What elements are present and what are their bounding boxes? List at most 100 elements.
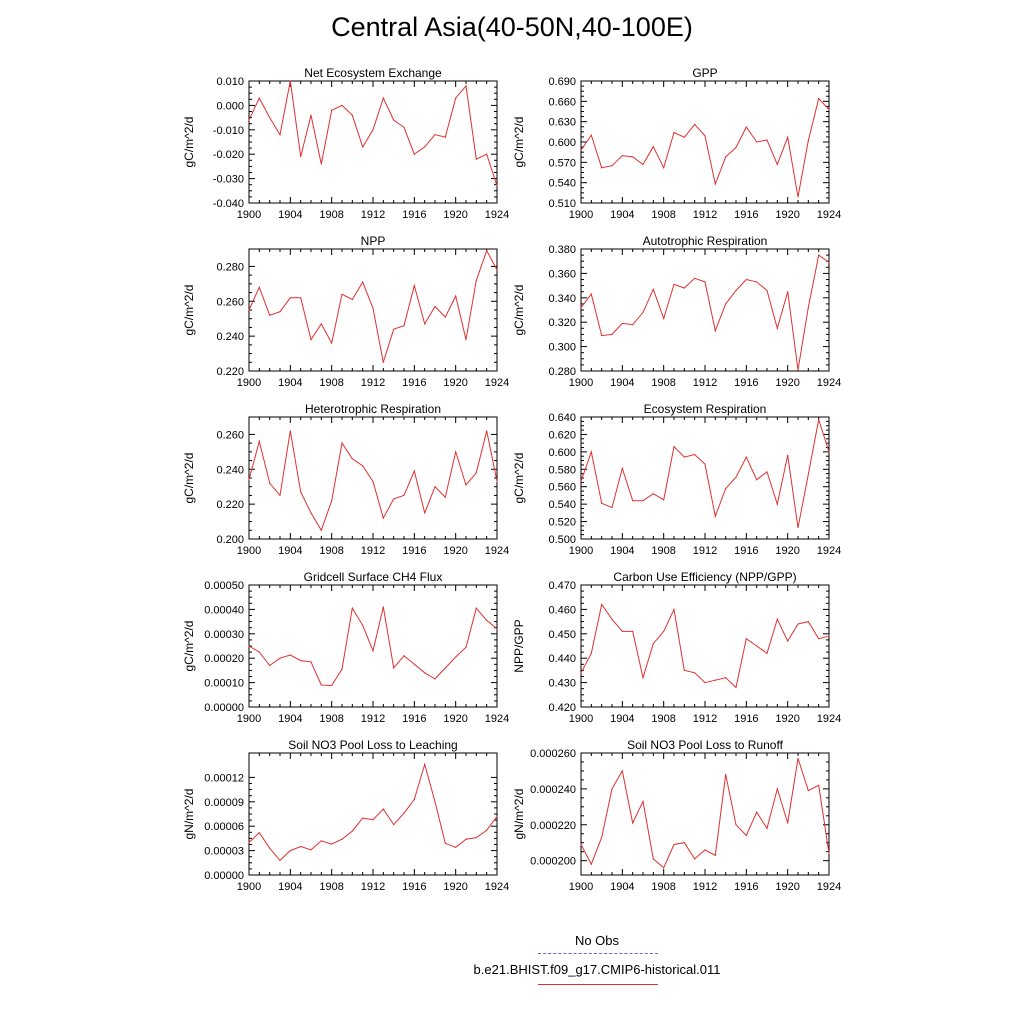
panel-title: Gridcell Surface CH4 Flux (304, 570, 443, 584)
x-tick-label: 1904 (278, 713, 302, 725)
data-point (611, 507, 613, 509)
x-tick-label: 1916 (734, 881, 758, 893)
y-axis-label: gC/m^2/d (182, 285, 196, 336)
data-point (341, 668, 343, 670)
data-point (455, 97, 457, 99)
y-tick-label: 0.570 (548, 157, 576, 169)
x-tick-label: 1924 (817, 713, 841, 725)
data-point (403, 126, 405, 128)
data-point (735, 289, 737, 292)
x-tick-label: 1924 (817, 209, 841, 221)
data-point (766, 471, 768, 473)
data-point (735, 146, 737, 149)
data-point (642, 500, 644, 502)
data-point (756, 645, 758, 647)
y-axis-label: gC/m^2/d (512, 117, 526, 168)
x-tick-label: 1908 (651, 209, 675, 221)
data-point (331, 342, 333, 344)
data-point (413, 470, 415, 472)
data-point (310, 114, 312, 116)
data-point (652, 493, 654, 495)
data-point (300, 845, 302, 848)
data-point (475, 836, 477, 839)
data-point (248, 119, 250, 121)
data-point (289, 850, 291, 852)
data-point (300, 297, 302, 299)
data-point (590, 652, 592, 654)
y-tick-label: 0.00010 (204, 678, 244, 690)
data-point (632, 156, 634, 158)
data-point (776, 503, 778, 505)
data-point (828, 108, 830, 111)
data-point (663, 867, 665, 869)
data-point (362, 817, 364, 819)
x-tick-label: 1920 (443, 545, 467, 557)
y-tick-label: 0.600 (548, 447, 576, 459)
panel-title: NPP (361, 234, 386, 248)
y-tick-label: 0.000240 (530, 784, 576, 796)
data-point (694, 123, 696, 125)
x-tick-label: 1916 (402, 713, 426, 725)
data-point (704, 463, 706, 465)
y-tick-label: 0.00030 (204, 629, 244, 641)
legend-obs-label: No Obs (574, 933, 620, 948)
data-point (320, 684, 322, 686)
data-point (486, 153, 488, 155)
data-point (611, 165, 613, 167)
y-tick-label: 0.630 (548, 117, 576, 129)
data-point (694, 453, 696, 456)
data-point (621, 630, 623, 632)
x-tick-label: 1920 (775, 713, 799, 725)
x-tick-label: 1904 (278, 209, 302, 221)
series-line (248, 249, 498, 363)
data-point (787, 136, 789, 138)
x-tick-label: 1908 (319, 545, 343, 557)
data-point (413, 285, 415, 287)
x-tick-label: 1924 (485, 377, 509, 389)
data-point (434, 486, 436, 488)
data-point (714, 679, 716, 681)
x-tick-label: 1924 (817, 881, 841, 893)
data-point (279, 859, 281, 861)
data-point (787, 640, 789, 642)
data-point (372, 307, 374, 309)
data-point (258, 97, 260, 99)
panel-title: Autotrophic Respiration (643, 234, 768, 248)
x-tick-label: 1916 (734, 545, 758, 557)
data-point (797, 757, 799, 759)
data-point (797, 527, 799, 529)
data-point (320, 529, 322, 531)
data-point (279, 494, 281, 497)
x-tick-label: 1920 (443, 377, 467, 389)
data-point (735, 686, 737, 689)
data-point (455, 451, 457, 453)
legend-obs-line (538, 953, 658, 954)
data-point (797, 196, 799, 198)
data-point (486, 619, 488, 621)
x-tick-label: 1908 (651, 545, 675, 557)
data-point (434, 678, 436, 680)
data-point (496, 628, 498, 630)
data-point (683, 669, 685, 672)
data-point (580, 306, 582, 309)
data-point (424, 323, 426, 325)
data-point (725, 156, 727, 158)
y-tick-label: 0.280 (548, 366, 576, 378)
y-tick-label: 0.240 (216, 331, 244, 343)
data-point (673, 283, 675, 285)
x-tick-label: 1916 (402, 545, 426, 557)
data-point (289, 80, 291, 82)
data-point (475, 472, 477, 474)
y-tick-label: 0.560 (548, 482, 576, 494)
x-tick-label: 1904 (610, 377, 634, 389)
y-tick-label: 0.200 (216, 534, 244, 546)
data-point (828, 852, 830, 855)
series-line (248, 80, 498, 187)
data-point (465, 339, 467, 341)
plot-frame (580, 416, 830, 540)
x-tick-label: 1924 (485, 209, 509, 221)
y-tick-label: 0.240 (216, 464, 244, 476)
data-point (714, 854, 716, 856)
series-line (580, 758, 830, 869)
data-point (382, 808, 384, 810)
